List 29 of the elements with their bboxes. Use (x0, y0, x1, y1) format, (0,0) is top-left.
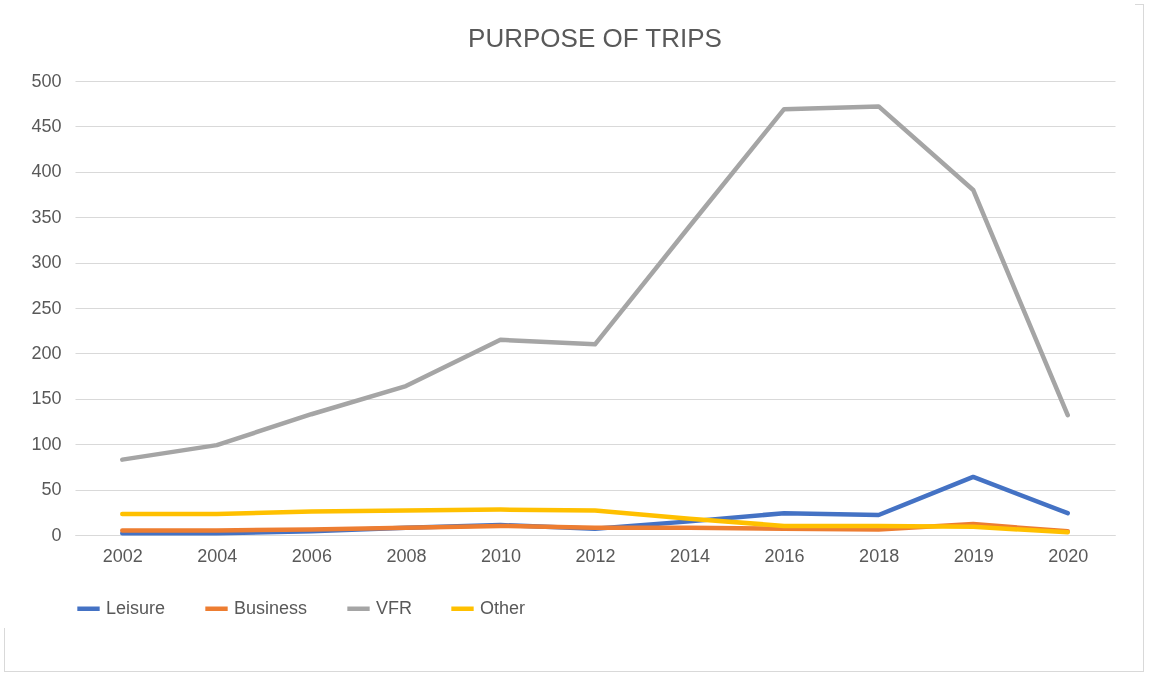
x-tick-label: 2012 (575, 545, 616, 566)
y-tick-label: 250 (31, 297, 62, 318)
x-tick-label: 2020 (1048, 545, 1089, 566)
x-tick-label: 2010 (480, 545, 521, 566)
line-series (120, 507, 1070, 535)
y-tick-label: 300 (31, 252, 62, 273)
x-tick-label: 2019 (953, 545, 994, 566)
x-tick-label: 2008 (386, 545, 427, 566)
y-tick-label: 400 (31, 161, 62, 182)
y-tick-label: 0 (51, 524, 62, 545)
y-tick-label: 100 (31, 433, 62, 454)
y-tick-label: 50 (41, 479, 62, 500)
line-series (120, 104, 1070, 462)
x-tick-label: 2014 (670, 545, 711, 566)
legend-label: Other (480, 597, 526, 618)
y-tick-label: 150 (31, 388, 62, 409)
x-tick-label: 2016 (764, 545, 805, 566)
x-tick-label: 2006 (291, 545, 332, 566)
y-tick-label: 200 (31, 342, 62, 363)
legend-label: VFR (376, 597, 412, 618)
y-tick-label: 500 (31, 70, 62, 91)
chart-title: PURPOSE OF TRIPS (468, 23, 722, 53)
legend-label: Leisure (106, 597, 166, 618)
legend-label: Business (234, 597, 308, 618)
y-tick-label: 450 (31, 115, 62, 136)
x-tick-label: 2018 (859, 545, 900, 566)
x-tick-label: 2002 (102, 545, 143, 566)
x-tick-label: 2004 (197, 545, 238, 566)
y-tick-label: 350 (31, 206, 62, 227)
